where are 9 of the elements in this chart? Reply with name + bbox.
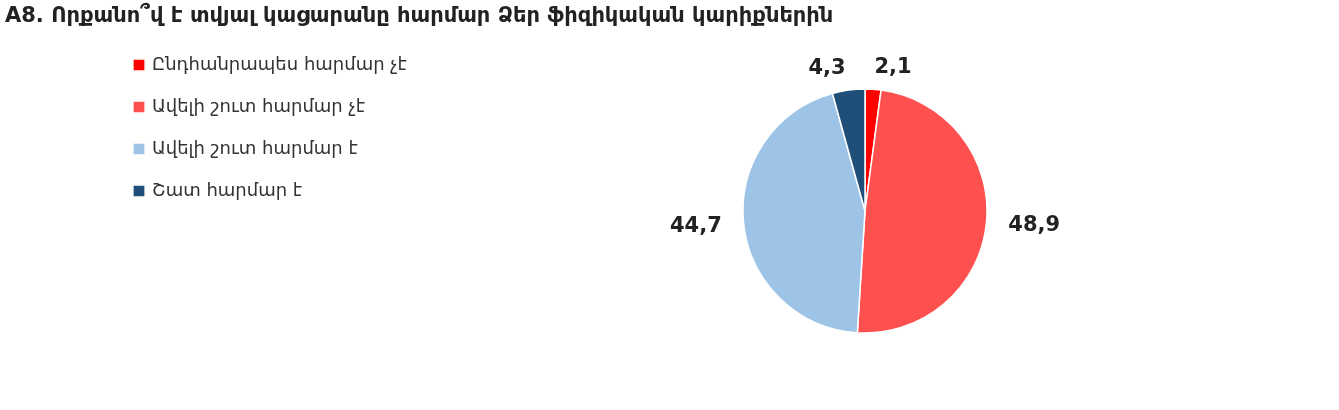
data-label: 2,1: [874, 54, 912, 79]
legend-label: Շատ հարմար է: [152, 179, 303, 200]
data-label: 44,7: [669, 212, 722, 237]
legend-label: Ընդհանրապես հարմար չէ: [152, 53, 407, 74]
chart-title: A8. Որքանո՞վ է տվյալ կացարանը հարմար Ձեր ֆիզիկական կարիքներին: [5, 2, 834, 27]
legend-label: Ավելի շուտ հարմար է: [152, 137, 358, 158]
data-label: 4,3: [808, 55, 846, 80]
legend-label: Ավելի շուտ հարմար չէ: [152, 95, 366, 116]
data-label: 48,9: [1008, 212, 1061, 236]
